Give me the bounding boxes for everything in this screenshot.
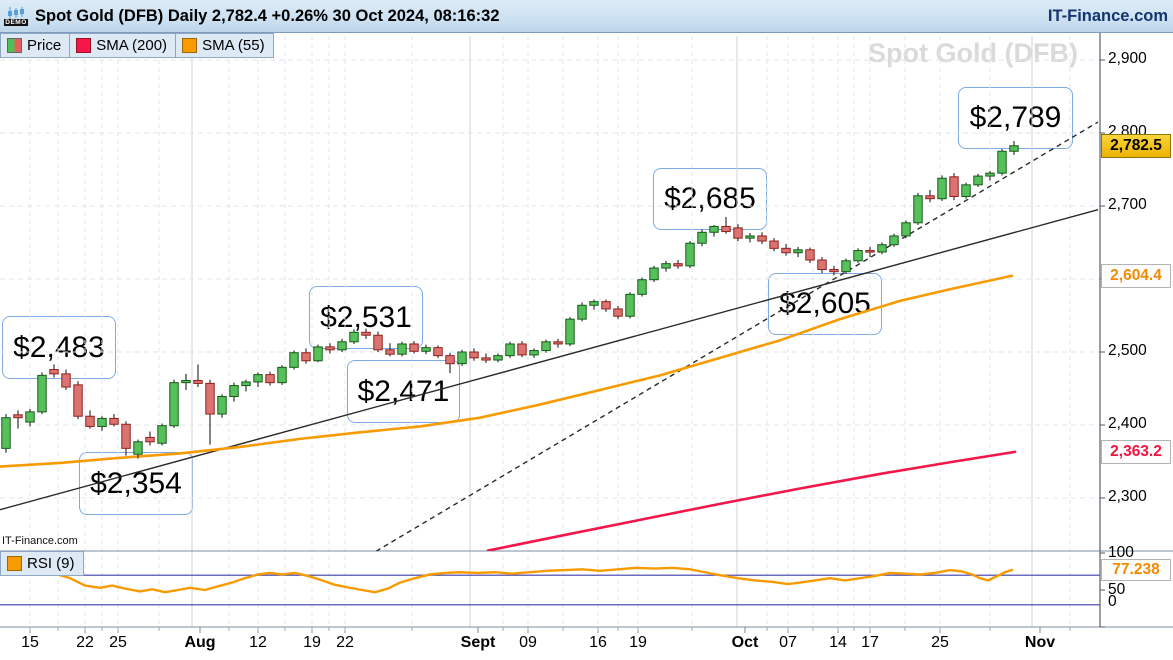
title-bar: DEMO Spot Gold (DFB) Daily 2,782.4 +0.26… [0,0,1173,33]
x-axis-label: Nov [1024,634,1056,651]
y-axis-label: 2,500 [1108,342,1147,359]
y-axis-label: 2,400 [1108,415,1147,432]
x-axis-label: 19 [629,634,647,651]
chart-title: Spot Gold (DFB) Daily 2,782.4 +0.26% 30 … [35,6,500,25]
price-annotation[interactable]: $2,471 [347,360,460,423]
app-logo: DEMO [3,2,29,30]
price-panel-layer [0,121,1099,551]
rsi-swatch-icon [7,556,22,571]
x-axis-label: 09 [519,634,537,651]
legend-chip-price[interactable]: Price [0,33,71,58]
grid-layer [0,36,1100,627]
x-axis-label: 14 [829,634,847,651]
price-tag: 2,782.5 [1101,133,1171,158]
x-axis-label: 25 [109,634,127,651]
legend-sma55-label: SMA (55) [202,37,265,54]
rsi-value-tag: 77.238 [1101,558,1171,581]
legend-price-label: Price [27,37,62,54]
brand-link[interactable]: IT-Finance.com [1047,6,1168,25]
price-annotation[interactable]: $2,483 [2,316,116,379]
legend-chip-sma55[interactable]: SMA (55) [175,33,274,58]
legend-bar: Price SMA (200) SMA (55) [0,33,274,58]
x-axis-label: 22 [76,634,94,651]
candles-layer [1,141,1019,459]
rsi-axis-label: 50 [1108,581,1126,598]
price-annotation[interactable]: $2,789 [958,87,1073,149]
x-axis-label: 25 [931,634,949,651]
sma200-swatch-icon [76,38,92,53]
sma55-swatch-icon [182,38,198,53]
y-axis-label: 2,300 [1108,488,1147,505]
x-axis-label: Oct [731,634,759,651]
x-axis-label: 16 [589,634,607,651]
chart-footer-brand: IT-Finance.com [2,535,78,547]
rsi-axis-label: 0 [1108,593,1117,610]
legend-chip-sma200[interactable]: SMA (200) [69,33,177,58]
legend-sma200-label: SMA (200) [96,37,168,54]
price-tag: 2,363.2 [1101,439,1171,464]
price-annotation[interactable]: $2,531 [309,286,423,349]
price-tag: 2,604.4 [1101,263,1171,288]
x-axis-label: 15 [21,634,39,651]
legend-rsi-label: RSI (9) [27,555,75,572]
x-axis-label: 07 [779,634,797,651]
rsi-panel-layer [0,566,1014,594]
legend-chip-rsi[interactable]: RSI (9) [0,551,84,576]
x-axis-label: 19 [303,634,321,651]
chart-watermark: Spot Gold (DFB) [868,38,1078,68]
x-axis-label: 22 [336,634,354,651]
x-axis-label: 12 [249,634,267,651]
demo-badge: DEMO [4,18,28,26]
x-axis-label: Sept [460,634,496,651]
price-annotation[interactable]: $2,685 [653,168,767,230]
x-axis-label: 17 [861,634,879,651]
x-axis-label: Aug [184,634,216,651]
logo-candles-icon [8,6,24,19]
price-swatch-icon [7,38,22,53]
y-axis-label: 2,700 [1108,196,1147,213]
rsi-axis-label: 100 [1108,544,1134,561]
y-axis-label: 2,900 [1108,50,1147,67]
